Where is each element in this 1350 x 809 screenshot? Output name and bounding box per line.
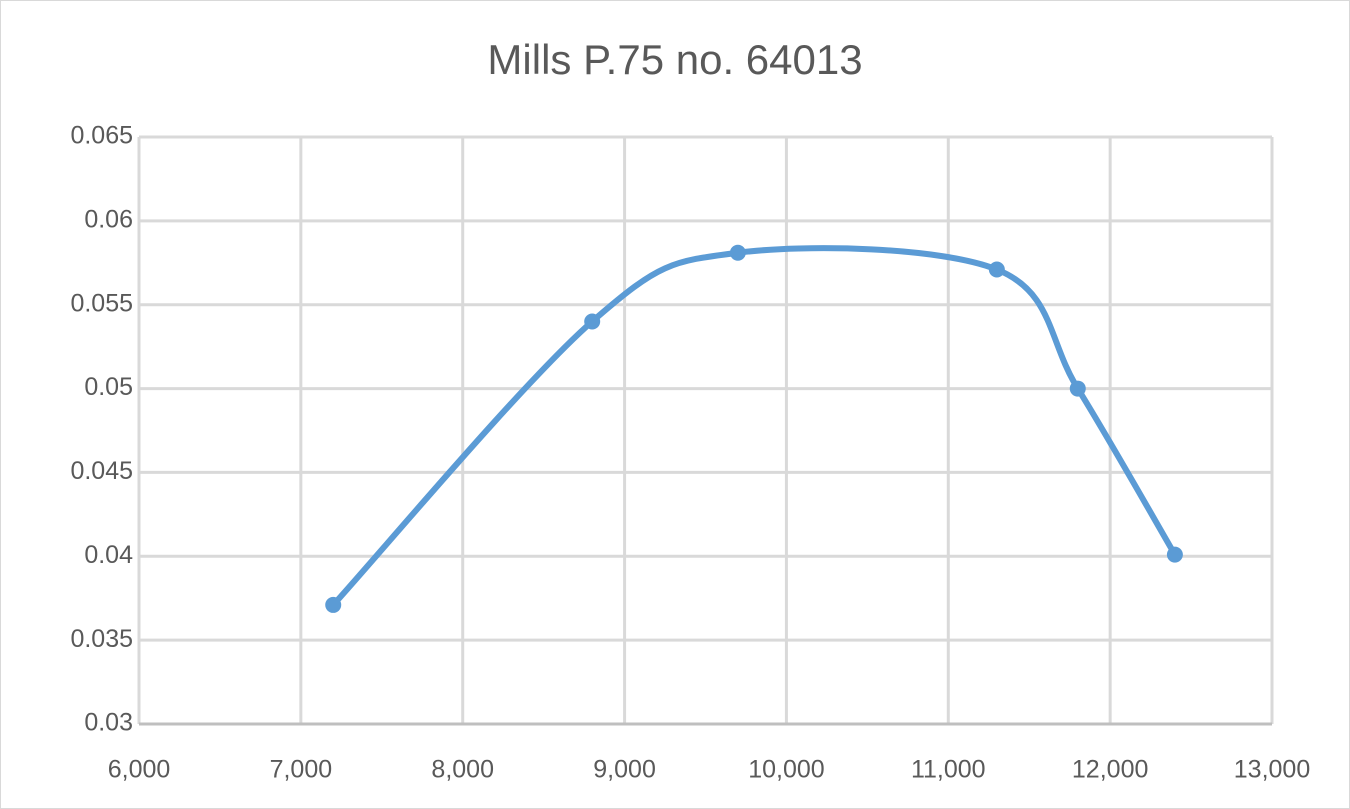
x-tick-label: 11,000 bbox=[911, 756, 986, 784]
y-tick-label: 0.055 bbox=[70, 289, 133, 317]
data-point bbox=[729, 244, 746, 261]
x-tick-label: 6,000 bbox=[108, 756, 171, 784]
y-tick-label: 0.04 bbox=[84, 541, 133, 569]
y-tick-label: 0.035 bbox=[70, 625, 133, 653]
y-tick-label: 0.06 bbox=[84, 205, 133, 233]
data-point bbox=[1069, 380, 1086, 397]
x-tick-label: 7,000 bbox=[270, 756, 333, 784]
data-point bbox=[1166, 546, 1183, 563]
x-tick-label: 9,000 bbox=[593, 756, 656, 784]
y-tick-label: 0.05 bbox=[84, 373, 133, 401]
x-tick-label: 13,000 bbox=[1234, 756, 1310, 784]
chart-title: Mills P.75 no. 64013 bbox=[487, 36, 862, 83]
y-tick-label: 0.065 bbox=[70, 122, 133, 150]
y-tick-label: 0.03 bbox=[84, 709, 133, 737]
y-tick-label: 0.045 bbox=[70, 457, 133, 485]
x-tick-label: 10,000 bbox=[748, 756, 824, 784]
data-point bbox=[584, 313, 601, 330]
x-tick-label: 12,000 bbox=[1072, 756, 1148, 784]
data-point bbox=[325, 596, 342, 613]
x-tick-label: 8,000 bbox=[431, 756, 494, 784]
data-point bbox=[988, 261, 1005, 278]
